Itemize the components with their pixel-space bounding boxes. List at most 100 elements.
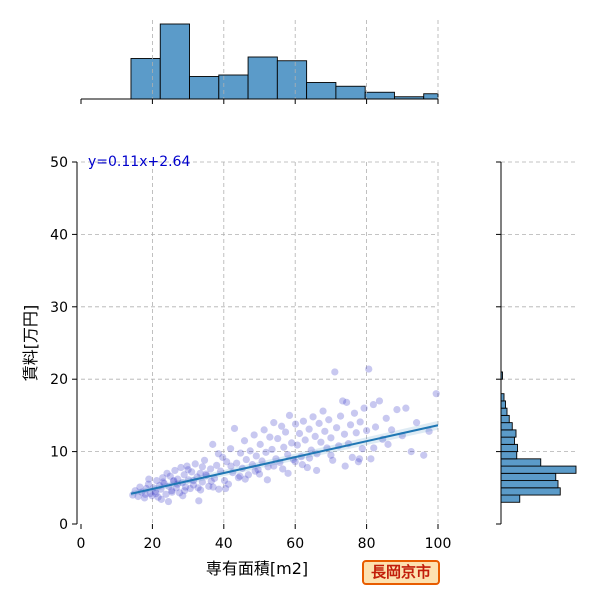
scatter-point: [264, 463, 272, 471]
scatter-point: [219, 453, 227, 461]
scatter-point: [198, 478, 206, 486]
scatter-point: [200, 456, 209, 464]
scatter-point: [166, 472, 174, 480]
scatter-point: [327, 451, 335, 459]
scatter-point: [220, 476, 229, 485]
scatter-point: [315, 419, 323, 427]
top-histogram-bar: [364, 91, 395, 100]
scatter-point: [182, 483, 190, 491]
scatter-point: [136, 483, 144, 491]
scatter-point: [207, 477, 215, 485]
scatter-point: [369, 400, 377, 409]
scatter-point: [163, 469, 171, 477]
scatter-point: [346, 421, 355, 429]
scatter-point: [153, 476, 161, 485]
right-histogram-bar: [500, 436, 515, 445]
scatter-point: [148, 492, 156, 500]
scatter-point: [291, 458, 299, 466]
scatter-point: [280, 443, 288, 451]
scatter-point: [188, 468, 196, 476]
x-tick-label: 0: [77, 536, 86, 552]
y-tick-label: 40: [50, 227, 68, 243]
top-histogram-bar: [130, 58, 161, 100]
scatter-point: [262, 448, 270, 456]
right-histogram-bar: [500, 422, 513, 431]
scatter-point: [336, 412, 345, 420]
scatter-point: [215, 485, 223, 493]
scatter-point: [195, 497, 203, 505]
scatter-point: [206, 465, 215, 473]
scatter-point: [370, 444, 378, 452]
scatter-point: [412, 419, 421, 427]
scatter-point: [230, 424, 239, 433]
top-histogram-bar: [159, 23, 190, 100]
scatter-point: [293, 441, 301, 449]
right-histogram-bar: [500, 451, 518, 460]
scatter-point: [183, 462, 191, 470]
scatter-point: [210, 474, 219, 482]
right-histogram-bar: [500, 407, 508, 416]
scatter-point: [303, 463, 311, 472]
scatter-point: [162, 490, 170, 498]
scatter-point: [432, 390, 440, 398]
scatter-point: [341, 462, 349, 470]
scatter-point: [254, 466, 262, 474]
x-tick-label: 100: [425, 536, 452, 552]
top-histogram-bar: [218, 74, 249, 100]
scatter-point: [244, 471, 253, 479]
scatter-point: [223, 458, 231, 466]
x-tick-label: 80: [358, 536, 376, 552]
scatter-point: [355, 455, 364, 463]
scatter-plot-area: 0 20 40 60 80 100 0 10 20 30 40 50: [50, 155, 451, 552]
y-tick-label: 50: [50, 155, 68, 171]
scatter-point: [159, 478, 167, 486]
scatter-point: [343, 398, 351, 406]
scatter-point: [307, 446, 315, 454]
scatter-point: [258, 457, 266, 465]
right-histogram-bar: [500, 458, 542, 467]
scatter-point: [274, 434, 282, 443]
scatter-point: [317, 438, 325, 446]
scatter-point: [224, 480, 233, 488]
top-histogram-bar: [189, 76, 220, 100]
scatter-point: [325, 416, 333, 424]
scatter-point: [279, 465, 287, 473]
scatter-point: [350, 409, 359, 417]
scatter-point: [236, 449, 245, 457]
y-tick-label: 20: [50, 372, 68, 388]
scatter-point: [311, 432, 319, 440]
scatter-point: [194, 484, 202, 492]
scatter-point: [180, 471, 188, 479]
scatter-point: [367, 455, 375, 463]
scatter-point: [309, 413, 317, 421]
scatter-point: [180, 487, 189, 495]
scatter-point: [154, 493, 162, 501]
y-tick-label: 10: [50, 445, 68, 461]
scatter-point: [164, 497, 173, 506]
scatter-point: [214, 450, 223, 458]
scatter-point: [250, 431, 258, 439]
scatter-point: [288, 439, 296, 447]
scatter-point: [140, 494, 149, 502]
top-histogram-bar: [335, 85, 366, 100]
scatter-point: [189, 481, 198, 489]
y-tick-label: 30: [50, 300, 68, 316]
scatter-point: [251, 467, 259, 475]
x-axis-label: 専有面積[m2]: [206, 559, 308, 578]
scatter-point: [168, 487, 176, 495]
scatter-point: [196, 469, 204, 477]
scatter-point: [384, 440, 392, 448]
scatter-point: [295, 429, 304, 438]
scatter-point: [305, 454, 314, 462]
scatter-point: [134, 492, 142, 501]
x-tick-label: 20: [143, 536, 161, 552]
scatter-point: [145, 475, 153, 483]
scatter-point: [168, 488, 176, 496]
city-badge: 長岡京市: [362, 560, 440, 585]
scatter-point: [284, 450, 292, 459]
scatter-point: [305, 425, 313, 433]
right-histogram-bar: [500, 443, 518, 453]
scatter-point: [356, 418, 364, 426]
scatter-point: [393, 406, 401, 414]
scatter-point: [329, 456, 337, 464]
